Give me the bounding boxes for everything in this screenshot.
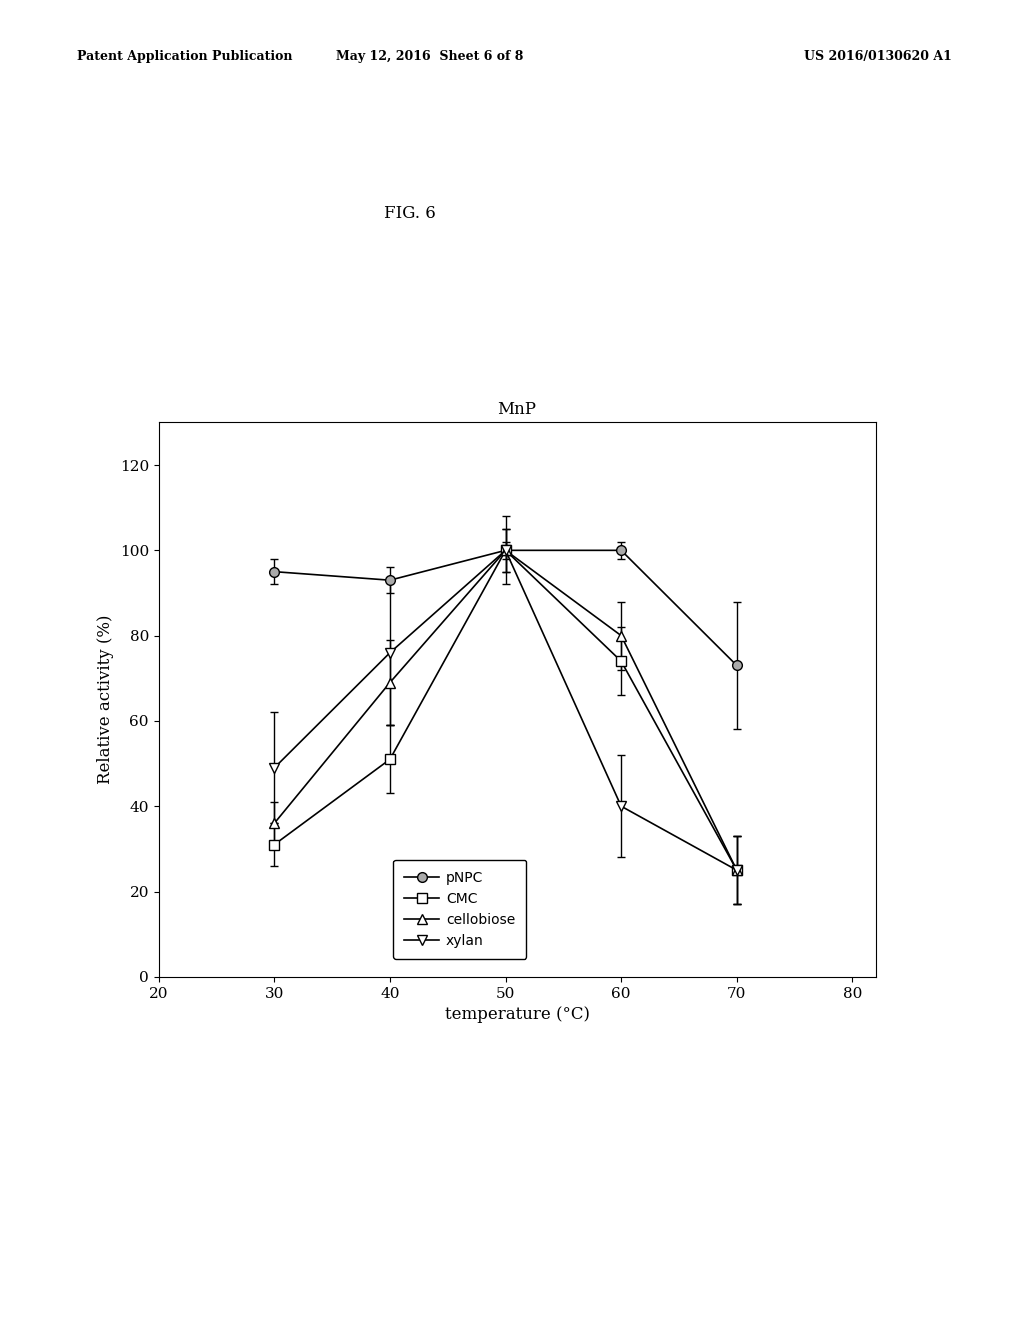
Legend: pNPC, CMC, cellobiose, xylan: pNPC, CMC, cellobiose, xylan [393, 859, 526, 958]
X-axis label: temperature (°C): temperature (°C) [444, 1006, 590, 1023]
Text: FIG. 6: FIG. 6 [384, 205, 435, 222]
Text: Patent Application Publication: Patent Application Publication [77, 50, 292, 63]
Title: MnP: MnP [498, 401, 537, 418]
Y-axis label: Relative activity (%): Relative activity (%) [97, 615, 115, 784]
Text: US 2016/0130620 A1: US 2016/0130620 A1 [805, 50, 952, 63]
Text: May 12, 2016  Sheet 6 of 8: May 12, 2016 Sheet 6 of 8 [337, 50, 523, 63]
